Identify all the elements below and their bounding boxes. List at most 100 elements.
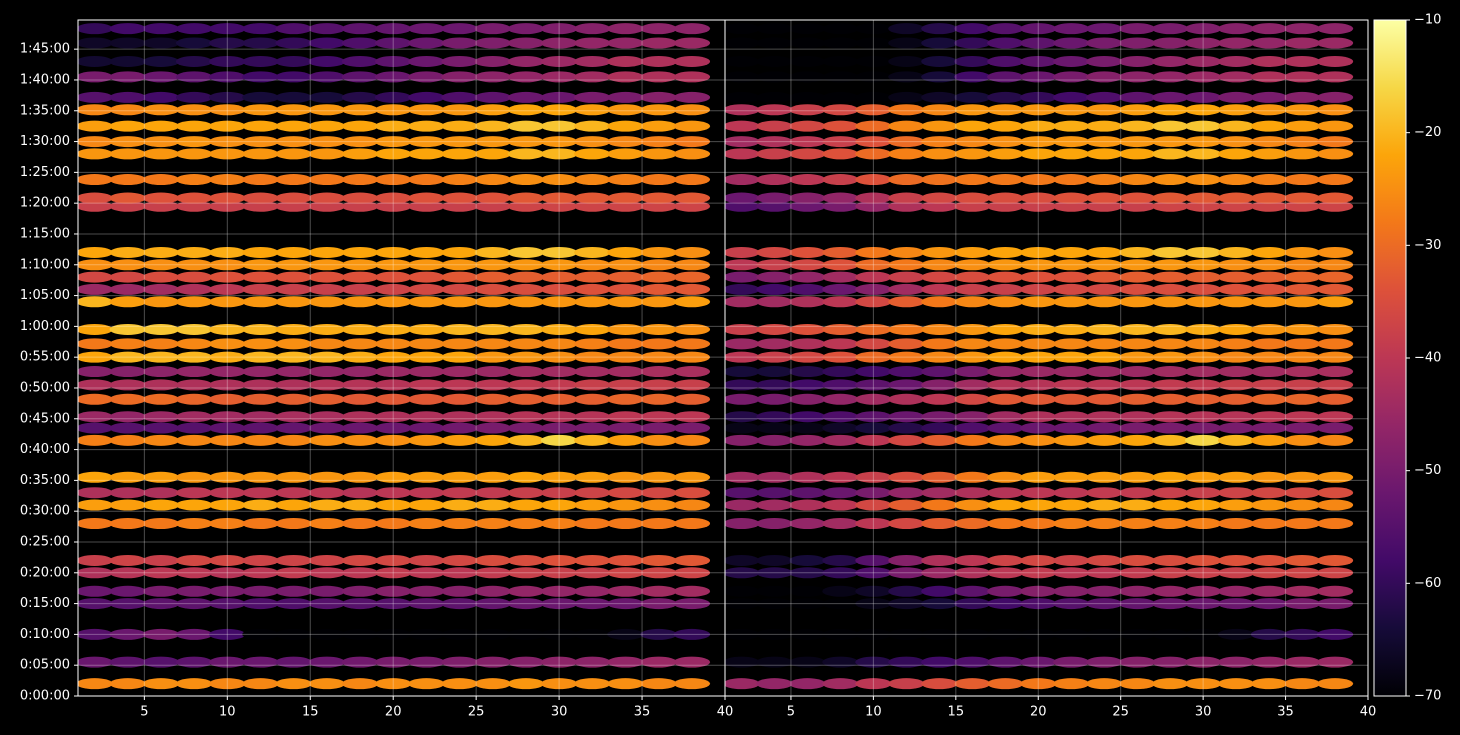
cell [175,628,213,640]
cell [855,471,892,483]
cell [987,246,1024,258]
cell [175,351,213,363]
cell [1086,91,1123,103]
y-tick-label: 0:30:00 [20,504,70,519]
cell [1184,120,1222,132]
cell [607,499,644,511]
cell [1086,200,1123,212]
cell [725,585,760,597]
cell [441,366,478,378]
cell [640,678,677,690]
cell [1184,598,1222,610]
cell [109,598,147,610]
cell [607,678,644,690]
cell [441,411,478,423]
cell [921,628,958,640]
cell [1119,259,1156,271]
cell [242,598,279,610]
cell [142,411,180,423]
cell [1053,136,1090,148]
cell [822,174,859,186]
cell [242,136,279,148]
cell [1184,192,1222,204]
cell [78,323,113,335]
cell [341,678,379,690]
cell [308,567,346,579]
cell [574,379,611,391]
cell [1283,71,1321,83]
cell [640,628,677,640]
cell [308,323,346,335]
cell [1250,411,1288,423]
cell [1184,434,1222,446]
cell [242,393,279,405]
cell [789,487,826,499]
cell [1316,471,1354,483]
cell [1053,323,1090,335]
cell [341,628,379,640]
x-tick-label: 25 [468,705,485,720]
cell [1316,422,1354,434]
cell [855,411,892,423]
cell [789,678,826,690]
cell [78,338,113,350]
cell [209,23,246,35]
cell [275,338,312,350]
cell [308,246,346,258]
cell [1217,91,1255,103]
cell [1316,628,1354,640]
cell [855,200,892,212]
cell [1086,23,1123,35]
cell [789,104,826,116]
cell [574,422,611,434]
cell [275,55,312,67]
cell [822,71,859,83]
cell [1316,23,1354,35]
cell [341,338,379,350]
cell [275,411,312,423]
cell [1316,499,1354,511]
cell [1283,598,1321,610]
cell [855,174,892,186]
cell [275,487,312,499]
cell [507,246,545,258]
cell [1152,628,1189,640]
cell [209,487,246,499]
cell [789,259,826,271]
cell [1250,148,1288,160]
cell [78,174,113,186]
cell [574,499,611,511]
cell [408,567,445,579]
cell [441,422,478,434]
cell [855,434,892,446]
cell [441,120,478,132]
cell [1152,37,1189,49]
cell [921,567,958,579]
cell [607,136,644,148]
cell [1053,628,1090,640]
cell [474,296,511,308]
cell [142,104,180,116]
cell [921,174,958,186]
cell [275,678,312,690]
cell [756,554,793,566]
cell [540,471,578,483]
cell [574,393,611,405]
cell [789,136,826,148]
cell [855,366,892,378]
cell [341,148,379,160]
cell [474,200,511,212]
cell [574,148,611,160]
cell [888,148,925,160]
cell [1020,379,1057,391]
cell [242,351,279,363]
cell [855,518,892,530]
cell [1152,271,1189,283]
cell [725,471,760,483]
cell [142,422,180,434]
cell [374,246,412,258]
cell [789,598,826,610]
cell [441,200,478,212]
cell [441,585,478,597]
cell [408,200,445,212]
